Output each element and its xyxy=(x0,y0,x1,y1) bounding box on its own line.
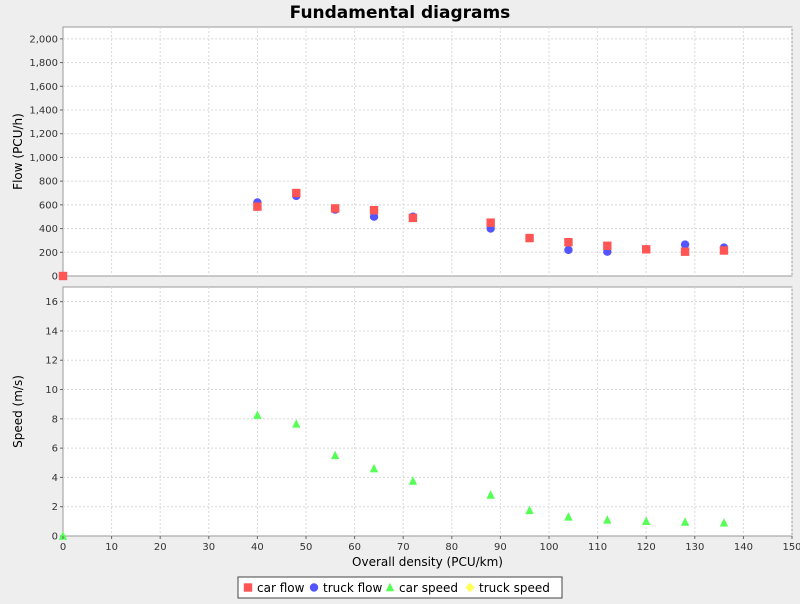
car-speed-point xyxy=(58,531,68,540)
car-speed-point xyxy=(564,512,573,521)
car-flow-point xyxy=(525,233,534,243)
x-tick-label: 10 xyxy=(105,542,118,553)
x-axis: 0 10 20 30 40 50 60 70 80 90 100 110 120 130 140 150 Ove… xyxy=(60,536,800,569)
y-tick-label: 1,000 xyxy=(29,153,58,164)
legend-label: car speed xyxy=(399,581,458,595)
flow-panel: 0 200 400 600 800 1,000 1,200 1,400 1,600 1,800 2,… xyxy=(11,26,793,283)
x-tick-label: 90 xyxy=(494,542,507,553)
flow-y-axis-label: Flow (PCU/h) xyxy=(11,113,25,190)
car-speed-point xyxy=(486,490,495,499)
legend-box xyxy=(237,576,563,599)
y-tick-label: 200 xyxy=(39,248,58,259)
legend-item: truck flow xyxy=(309,581,383,595)
legend-label: truck speed xyxy=(479,581,550,595)
chart-title: Fundamental diagrams xyxy=(290,3,511,23)
legend-item: car flow xyxy=(243,581,305,595)
car-flow-point xyxy=(719,246,729,255)
car-flow-point xyxy=(58,271,68,281)
x-axis-label: Overall density (PCU/km) xyxy=(352,555,503,569)
x-tick-label: 130 xyxy=(685,542,704,553)
legend-truck-flow-marker xyxy=(309,583,319,592)
legend-car-speed-marker xyxy=(385,582,395,592)
car-speed-point xyxy=(680,517,690,526)
y-tick-label: 0 xyxy=(52,532,58,543)
y-tick-label: 1,600 xyxy=(29,82,58,93)
y-tick-label: 1,800 xyxy=(29,58,58,69)
car-flow-point xyxy=(330,204,340,213)
y-tick-label: 1,200 xyxy=(29,129,58,140)
x-tick-label: 100 xyxy=(539,542,558,553)
x-tick-label: 120 xyxy=(637,542,656,553)
y-tick-label: 0 xyxy=(52,272,58,283)
car-speed-point xyxy=(369,463,379,473)
car-flow-point xyxy=(603,241,612,250)
truck-flow-point xyxy=(680,240,690,249)
car-flow-point xyxy=(408,213,418,223)
x-tick-label: 80 xyxy=(445,542,458,553)
car-flow-point xyxy=(369,205,379,215)
x-tick-label: 150 xyxy=(782,542,800,553)
legend-item: truck speed xyxy=(465,581,550,595)
y-tick-label: 6 xyxy=(52,444,58,455)
speed-plot-area xyxy=(62,286,793,537)
speed-y-axis-label: Speed (m/s) xyxy=(11,375,25,448)
car-speed-point xyxy=(719,518,729,527)
y-tick-label: 14 xyxy=(45,326,58,337)
legend-label: car flow xyxy=(257,581,305,595)
speed-panel: 0 2 4 6 8 10 12 14 16 Speed (m/s) xyxy=(11,286,793,543)
car-speed-point xyxy=(642,516,651,526)
truck-flow-point xyxy=(369,212,379,221)
legend: car flow truck flow car speed truck speed xyxy=(237,576,563,599)
car-speed-point xyxy=(253,410,262,419)
truck-flow-point xyxy=(564,245,573,255)
x-tick-label: 30 xyxy=(202,542,215,553)
car-flow-point xyxy=(292,188,301,198)
car-speed-point xyxy=(525,505,534,515)
car-flow-point xyxy=(642,245,651,254)
car-speed-point xyxy=(292,419,301,428)
y-tick-label: 16 xyxy=(45,297,58,308)
x-tick-label: 40 xyxy=(251,542,264,553)
car-flow-point xyxy=(680,247,690,256)
x-tick-label: 0 xyxy=(60,542,66,553)
y-tick-label: 4 xyxy=(52,473,58,484)
flow-plot-area xyxy=(62,26,793,277)
x-tick-label: 50 xyxy=(300,542,313,553)
legend-label: truck flow xyxy=(323,581,383,595)
car-flow-series xyxy=(58,188,729,281)
car-flow-point xyxy=(253,202,262,211)
car-flow-point xyxy=(564,238,573,247)
y-tick-label: 8 xyxy=(52,414,58,425)
y-tick-label: 2,000 xyxy=(29,34,58,45)
y-tick-label: 12 xyxy=(45,356,58,367)
car-speed-point xyxy=(603,515,612,524)
x-tick-label: 20 xyxy=(154,542,167,553)
plots: 02004006008001,0001,2001,4001,6001,8002,… xyxy=(11,26,800,569)
car-speed-point xyxy=(330,450,340,460)
x-tick-label: 70 xyxy=(397,542,410,553)
car-speed-series xyxy=(58,410,729,540)
x-tick-label: 60 xyxy=(348,542,361,553)
x-tick-label: 140 xyxy=(734,542,753,553)
x-tick-label: 110 xyxy=(588,542,607,553)
legend-truck-speed-marker xyxy=(465,582,475,593)
legend-item: car speed xyxy=(385,581,458,595)
y-tick-label: 1,400 xyxy=(29,106,58,117)
y-tick-label: 400 xyxy=(39,224,58,235)
y-tick-label: 800 xyxy=(39,177,58,188)
car-speed-point xyxy=(408,476,418,485)
y-tick-label: 2 xyxy=(52,502,58,513)
car-flow-point xyxy=(486,218,495,227)
y-tick-label: 10 xyxy=(45,385,58,396)
y-tick-label: 600 xyxy=(39,200,58,211)
legend-car-flow-marker xyxy=(243,583,253,592)
